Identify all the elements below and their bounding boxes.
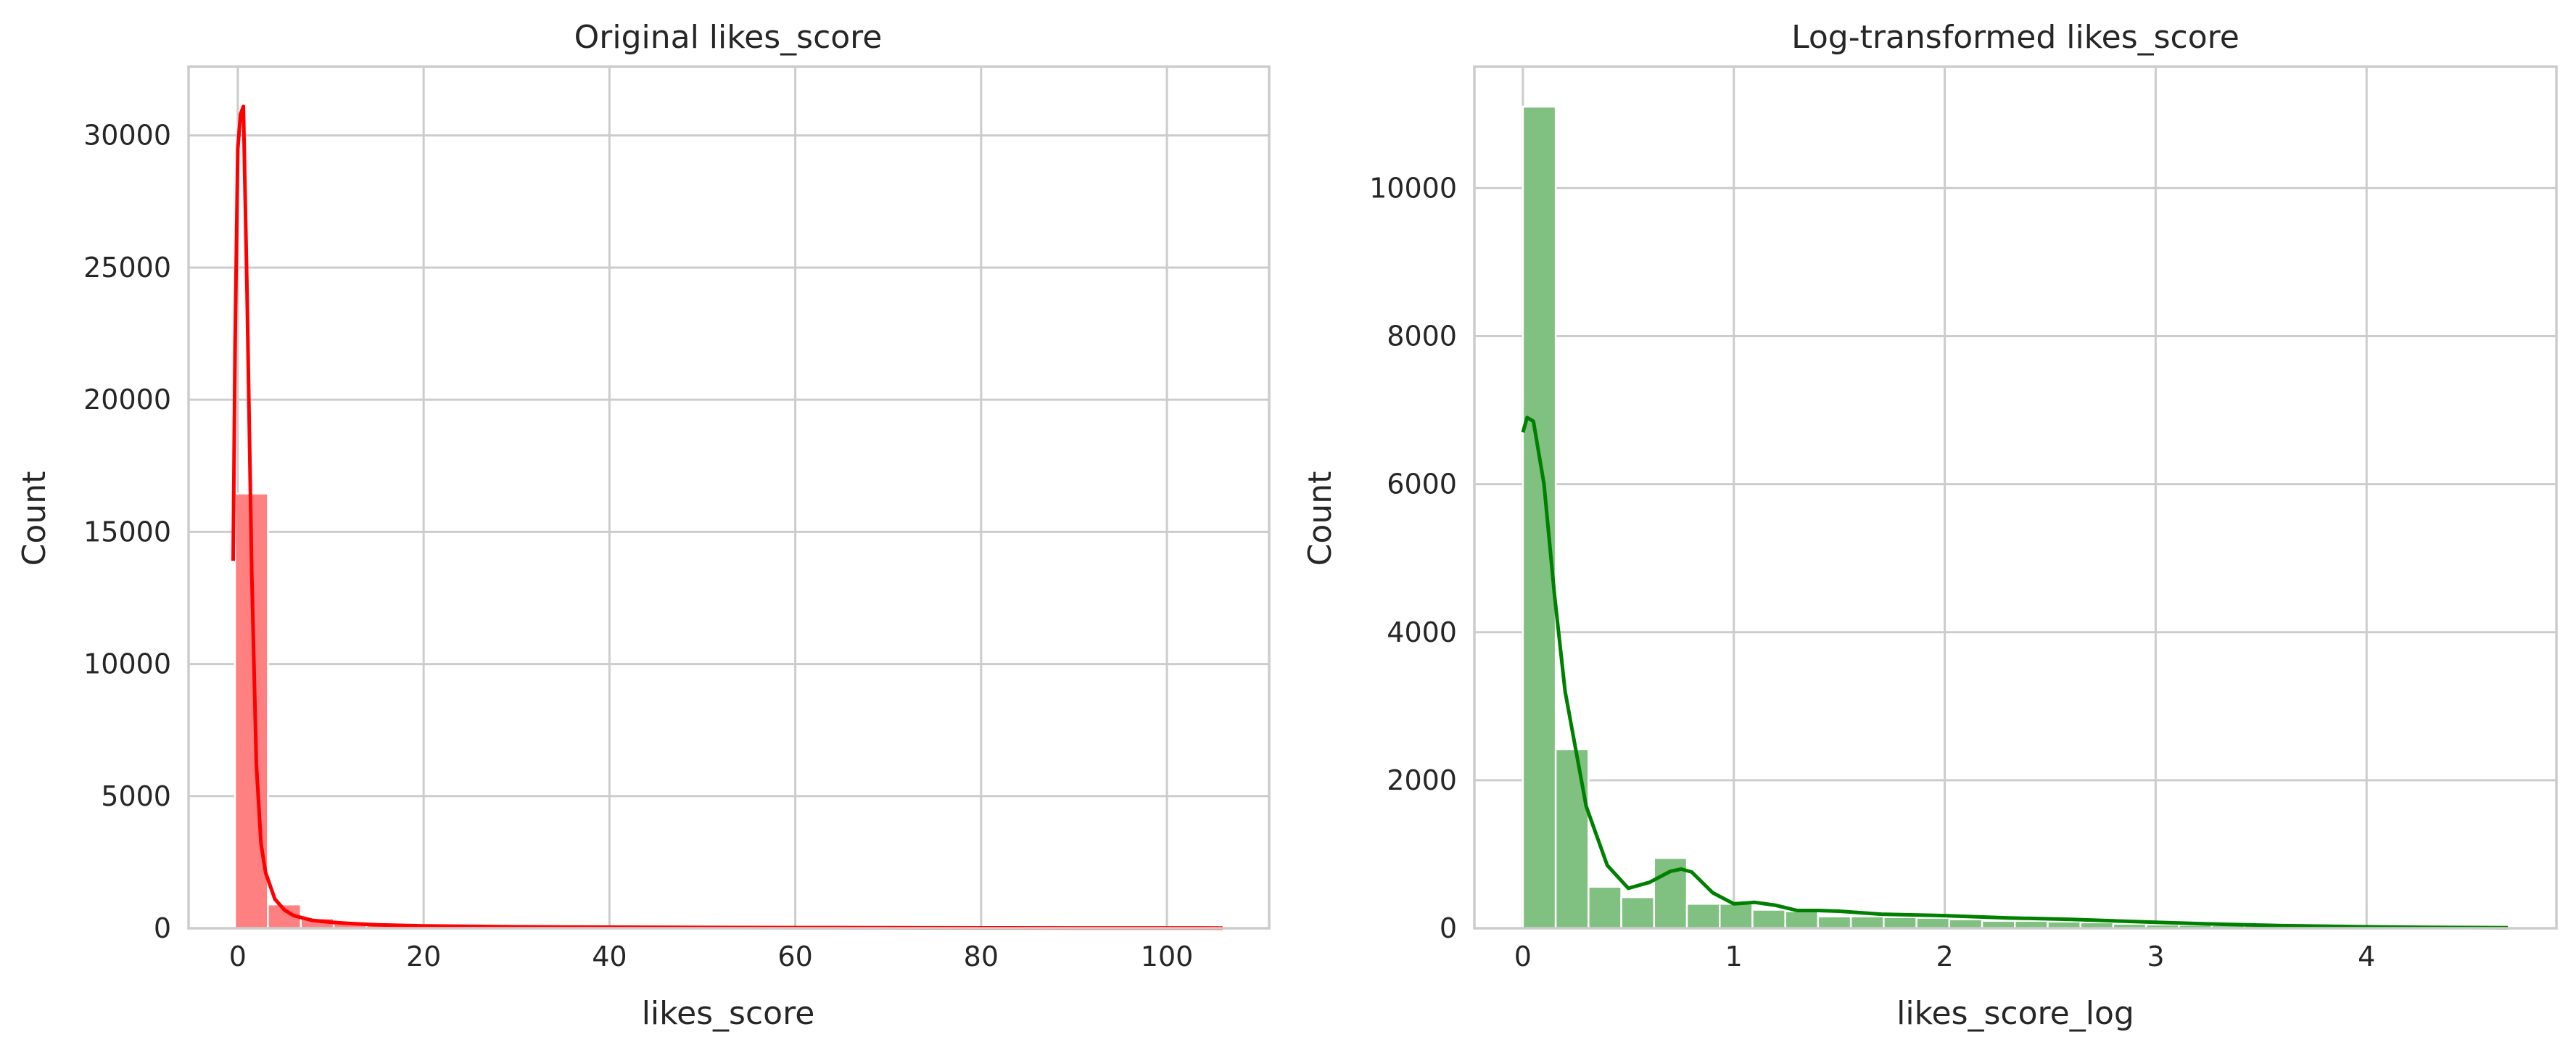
axes-frame [1473,65,2558,930]
plot-area: 0 20 40 60 80 100 0 5000 10000 15000 20000 25000 300… [83,65,1271,973]
y-tick-label: 8000 [1387,321,1457,352]
y-tick-label: 10000 [83,648,171,680]
y-tick-label: 30000 [83,120,171,152]
y-tick-label: 5000 [101,780,171,812]
histogram-bar [1522,105,1557,930]
histogram-bar [1751,909,1786,930]
histogram-bar [1620,896,1656,930]
chart-original-likes-score: 0 20 40 60 80 100 0 5000 10000 15000 20000 25000 300… [16,19,1271,1032]
y-tick-label: 4000 [1387,616,1457,648]
x-tick-label: 0 [229,941,247,973]
x-axis-label: likes_score [642,995,815,1032]
chart-title: Log-transformed likes_score [1791,19,2239,56]
histogram-bar [1784,910,1820,930]
x-tick-label: 80 [964,941,999,973]
kde-line [231,104,1223,930]
y-tick-label: 0 [154,912,171,944]
y-tick-label: 20000 [83,384,171,416]
x-tick-label: 60 [777,941,812,973]
histogram-bar [1554,748,1590,930]
kde-line [1521,416,2509,930]
chart-title: Original likes_score [574,19,883,56]
histogram-bar [1718,903,1754,930]
y-tick-label: 10000 [1369,172,1457,204]
x-tick-label: 4 [2358,941,2375,973]
x-tick-label: 40 [592,941,627,973]
x-tick-label: 0 [1514,941,1532,973]
axes-frame [187,65,1271,930]
histogram-bar [1685,903,1721,930]
plot-area: 0 1 2 3 4 0 2000 4000 6000 8000 10000 [1369,65,2558,973]
y-axis-label: Count [1302,471,1339,566]
x-tick-label: 2 [1936,941,1953,973]
x-tick-label: 1 [1725,941,1743,973]
y-tick-label: 2000 [1387,764,1457,796]
y-tick-label: 15000 [83,516,171,548]
x-axis-label: likes_score_log [1896,995,2134,1032]
y-tick-label: 6000 [1387,468,1457,500]
x-tick-label: 3 [2147,941,2164,973]
histogram-bar [1849,915,1885,930]
histogram-bar [1883,916,1917,930]
histogram-bar [1588,885,1622,930]
chart-log-transformed-likes-score: 0 1 2 3 4 0 2000 4000 6000 8000 10000 Log-transform… [1302,19,2558,1032]
histogram-bar [1915,917,1951,930]
y-tick-label: 25000 [83,252,171,284]
y-axis-label: Count [16,471,53,566]
histogram-bar [1948,918,1983,930]
x-tick-label: 20 [406,941,441,973]
x-tick-label: 100 [1141,941,1194,973]
histogram-bar [1817,915,1852,930]
y-tick-label: 0 [1440,912,1457,944]
